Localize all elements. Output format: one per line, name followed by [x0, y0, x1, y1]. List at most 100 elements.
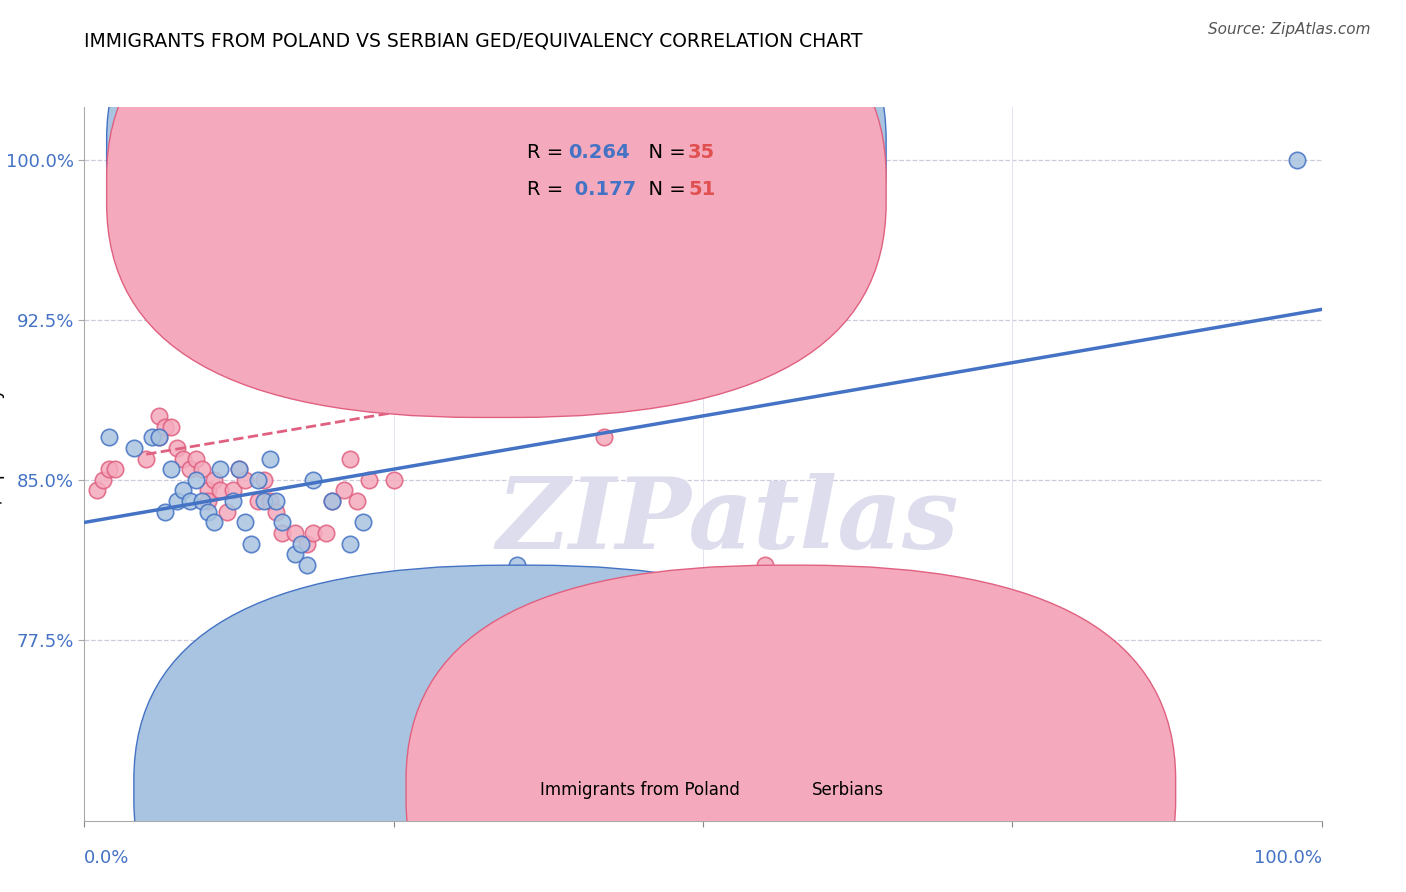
- Y-axis label: GED/Equivalency: GED/Equivalency: [0, 387, 4, 541]
- Text: N =: N =: [636, 180, 692, 199]
- Point: [184, 451, 207, 466]
- Point: [191, 462, 214, 476]
- Point: [228, 462, 250, 476]
- Point: [197, 494, 219, 508]
- Point: [202, 473, 225, 487]
- Point: [352, 516, 374, 530]
- Point: [240, 537, 263, 551]
- Text: 100.0%: 100.0%: [1254, 849, 1322, 867]
- Text: 0.0%: 0.0%: [84, 849, 129, 867]
- Point: [233, 516, 256, 530]
- Point: [253, 473, 276, 487]
- Text: Serbians: Serbians: [811, 781, 884, 799]
- Point: [321, 494, 343, 508]
- FancyBboxPatch shape: [107, 0, 886, 380]
- Point: [148, 409, 170, 423]
- Point: [357, 473, 380, 487]
- Point: [172, 451, 194, 466]
- Point: [271, 516, 294, 530]
- Point: [339, 345, 361, 359]
- Text: ZIPatlas: ZIPatlas: [496, 473, 959, 569]
- Point: [179, 462, 201, 476]
- FancyBboxPatch shape: [406, 566, 1175, 892]
- Point: [172, 483, 194, 498]
- Point: [333, 590, 356, 604]
- Point: [222, 494, 245, 508]
- Point: [321, 494, 343, 508]
- Point: [1285, 153, 1308, 168]
- Point: [86, 483, 108, 498]
- Point: [209, 462, 232, 476]
- Point: [160, 419, 183, 434]
- Text: R =: R =: [527, 180, 569, 199]
- Point: [166, 441, 188, 455]
- Point: [148, 430, 170, 444]
- Point: [184, 473, 207, 487]
- Point: [246, 473, 269, 487]
- Point: [302, 526, 325, 541]
- Point: [209, 483, 232, 498]
- Point: [117, 227, 139, 242]
- Point: [284, 547, 307, 561]
- Point: [506, 558, 529, 572]
- Point: [110, 206, 132, 220]
- Point: [246, 494, 269, 508]
- Point: [179, 494, 201, 508]
- Text: R =: R =: [527, 144, 569, 162]
- Point: [233, 473, 256, 487]
- Point: [333, 483, 356, 498]
- Point: [543, 600, 565, 615]
- Point: [315, 526, 337, 541]
- Point: [284, 526, 307, 541]
- Point: [122, 441, 145, 455]
- Point: [339, 451, 361, 466]
- Point: [692, 749, 714, 764]
- Point: [295, 558, 318, 572]
- Point: [339, 537, 361, 551]
- Point: [98, 462, 121, 476]
- Point: [290, 537, 312, 551]
- Point: [271, 526, 294, 541]
- Point: [228, 462, 250, 476]
- Point: [98, 430, 121, 444]
- Text: 0.264: 0.264: [568, 144, 630, 162]
- Point: [122, 206, 145, 220]
- Text: N =: N =: [636, 144, 692, 162]
- Point: [91, 473, 114, 487]
- Point: [166, 494, 188, 508]
- Point: [295, 537, 318, 551]
- Point: [129, 238, 152, 252]
- Point: [141, 249, 163, 263]
- Point: [104, 462, 127, 476]
- Point: [135, 260, 157, 274]
- Point: [129, 206, 152, 220]
- Point: [382, 473, 405, 487]
- Point: [153, 419, 176, 434]
- Point: [302, 473, 325, 487]
- Point: [259, 451, 281, 466]
- Text: 35: 35: [688, 144, 716, 162]
- Text: Immigrants from Poland: Immigrants from Poland: [540, 781, 740, 799]
- Point: [754, 558, 776, 572]
- Point: [141, 430, 163, 444]
- Point: [277, 292, 299, 306]
- Point: [135, 451, 157, 466]
- Text: IMMIGRANTS FROM POLAND VS SERBIAN GED/EQUIVALENCY CORRELATION CHART: IMMIGRANTS FROM POLAND VS SERBIAN GED/EQ…: [84, 31, 863, 50]
- Point: [191, 494, 214, 508]
- Point: [259, 494, 281, 508]
- FancyBboxPatch shape: [461, 121, 703, 211]
- Point: [197, 483, 219, 498]
- Point: [593, 430, 616, 444]
- Point: [264, 494, 287, 508]
- Point: [202, 516, 225, 530]
- FancyBboxPatch shape: [107, 0, 886, 417]
- Text: Source: ZipAtlas.com: Source: ZipAtlas.com: [1208, 22, 1371, 37]
- Point: [346, 494, 368, 508]
- Point: [253, 494, 276, 508]
- Point: [264, 505, 287, 519]
- Point: [110, 217, 132, 231]
- Point: [148, 430, 170, 444]
- FancyBboxPatch shape: [134, 566, 904, 892]
- Point: [153, 505, 176, 519]
- Point: [197, 505, 219, 519]
